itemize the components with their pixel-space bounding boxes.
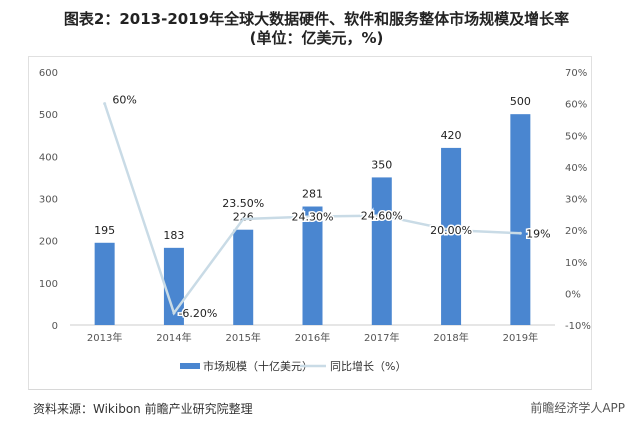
bar-value-label: 281 [302, 188, 323, 201]
x-tick-label: 2015年 [225, 331, 260, 344]
x-tick-label: 2017年 [364, 331, 399, 344]
bar [510, 114, 531, 326]
growth-value-label: 24.30% [292, 211, 334, 224]
growth-point [449, 228, 453, 232]
bar-value-label: 420 [441, 129, 462, 142]
source-note: 资料来源：Wikibon 前瞻产业研究院整理 [33, 402, 253, 416]
legend-bar-swatch [180, 363, 200, 369]
chart-title: 图表2：2013-2019年全球大数据硬件、软件和服务整体市场规模及增长率 [63, 10, 570, 28]
chart-subtitle: (单位：亿美元，%) [249, 29, 384, 47]
right-tick-label: 10% [565, 258, 587, 269]
legend-line-label: 同比增长（%） [330, 359, 406, 373]
growth-point [380, 214, 384, 218]
bar-value-label: 183 [163, 229, 184, 242]
legend-bar-label: 市场规模（十亿美元） [203, 359, 313, 373]
right-tick-label: 70% [565, 68, 587, 79]
x-tick-label: 2019年 [503, 331, 538, 344]
bar [302, 206, 323, 325]
bar [94, 242, 115, 325]
growth-value-label: 23.50% [222, 197, 264, 210]
growth-point [241, 217, 245, 221]
right-tick-label: 0% [565, 289, 581, 300]
right-tick-label: 20% [565, 226, 587, 237]
growth-value-label: -6.20% [178, 307, 217, 320]
right-tick-label: 30% [565, 195, 587, 206]
bar-value-label: 195 [94, 224, 115, 237]
bar-value-label: 500 [510, 95, 531, 108]
bar-value-label: 350 [371, 158, 392, 171]
x-tick-label: 2016年 [295, 331, 330, 344]
left-tick-label: 300 [39, 195, 58, 206]
bar [371, 177, 392, 325]
x-tick-label: 2013年 [87, 331, 122, 344]
growth-value-label: 20.00% [430, 224, 472, 237]
bar [441, 147, 462, 325]
right-tick-label: 50% [565, 131, 587, 142]
left-tick-label: 400 [39, 152, 58, 163]
growth-value-label: 60% [112, 94, 136, 107]
x-tick-label: 2018年 [433, 331, 468, 344]
left-tick-label: 200 [39, 237, 58, 248]
growth-point [172, 311, 176, 315]
right-tick-label: 60% [565, 100, 587, 111]
right-tick-label: -10% [565, 321, 591, 332]
growth-point [311, 215, 314, 219]
left-tick-label: 500 [39, 110, 58, 121]
left-tick-label: 0 [52, 321, 58, 332]
chart-frame [28, 56, 592, 390]
right-tick-label: 40% [565, 163, 587, 174]
growth-point [103, 102, 107, 106]
watermark: 前瞻经济学人APP [530, 401, 625, 415]
x-tick-label: 2014年 [156, 331, 191, 344]
left-tick-label: 100 [39, 279, 58, 290]
bar-value-label: 226 [233, 211, 254, 224]
bar [233, 229, 254, 325]
growth-value-label: 24.60% [361, 210, 403, 223]
growth-value-label: 19% [526, 227, 550, 240]
left-tick-label: 600 [39, 68, 58, 79]
growth-point [518, 231, 522, 235]
